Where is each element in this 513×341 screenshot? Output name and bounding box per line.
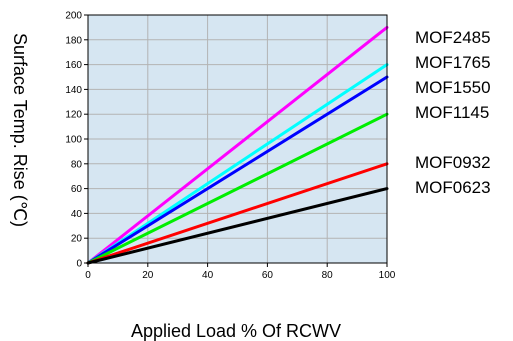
series-line-mof1145 (86, 112, 389, 265)
y-tick-label: 40 (71, 209, 83, 220)
x-tick-label: 20 (142, 270, 154, 281)
y-tick-label: 160 (65, 60, 82, 71)
series-label-mof1145: MOF1145 (415, 103, 489, 122)
y-tick-label: 120 (65, 110, 82, 121)
x-tick-label: 0 (85, 270, 91, 281)
y-tick-label: 20 (71, 234, 83, 245)
series-label-mof1765: MOF1765 (415, 53, 491, 72)
x-tick-label: 80 (322, 270, 334, 281)
y-tick-label: 60 (71, 184, 83, 195)
y-axis-title: Surface Temp. Rise (℃) (10, 33, 30, 227)
y-tick-label: 80 (71, 159, 83, 170)
series-line-mof1550 (86, 75, 389, 265)
y-tick-label: 200 (65, 11, 82, 22)
series-line-mof0623 (86, 187, 389, 265)
series-lines (86, 25, 389, 265)
x-axis-ticks: 0 20 40 60 80 100 (85, 263, 396, 281)
series-label-mof1550: MOF1550 (415, 78, 491, 97)
x-tick-label: 100 (379, 270, 396, 281)
y-tick-label: 0 (76, 259, 82, 270)
series-label-mof0623: MOF0623 (415, 178, 491, 197)
x-tick-label: 60 (262, 270, 274, 281)
y-tick-label: 180 (65, 35, 82, 46)
y-tick-label: 100 (65, 135, 82, 146)
series-labels: MOF2485 MOF1765 MOF1550 MOF1145 MOF0932 MOF06… (415, 28, 491, 197)
series-line-mof1765 (86, 63, 389, 265)
y-axis-ticks: 0 20 40 60 80 100 120 140 160 180 200 (65, 11, 88, 270)
series-line-mof2485 (86, 25, 389, 265)
x-tick-label: 40 (202, 270, 214, 281)
x-axis-title: Applied Load % Of RCWV (131, 321, 341, 341)
series-line-mof0932 (86, 162, 389, 265)
series-label-mof0932: MOF0932 (415, 153, 491, 172)
series-label-mof2485: MOF2485 (415, 28, 491, 47)
y-tick-label: 140 (65, 85, 82, 96)
